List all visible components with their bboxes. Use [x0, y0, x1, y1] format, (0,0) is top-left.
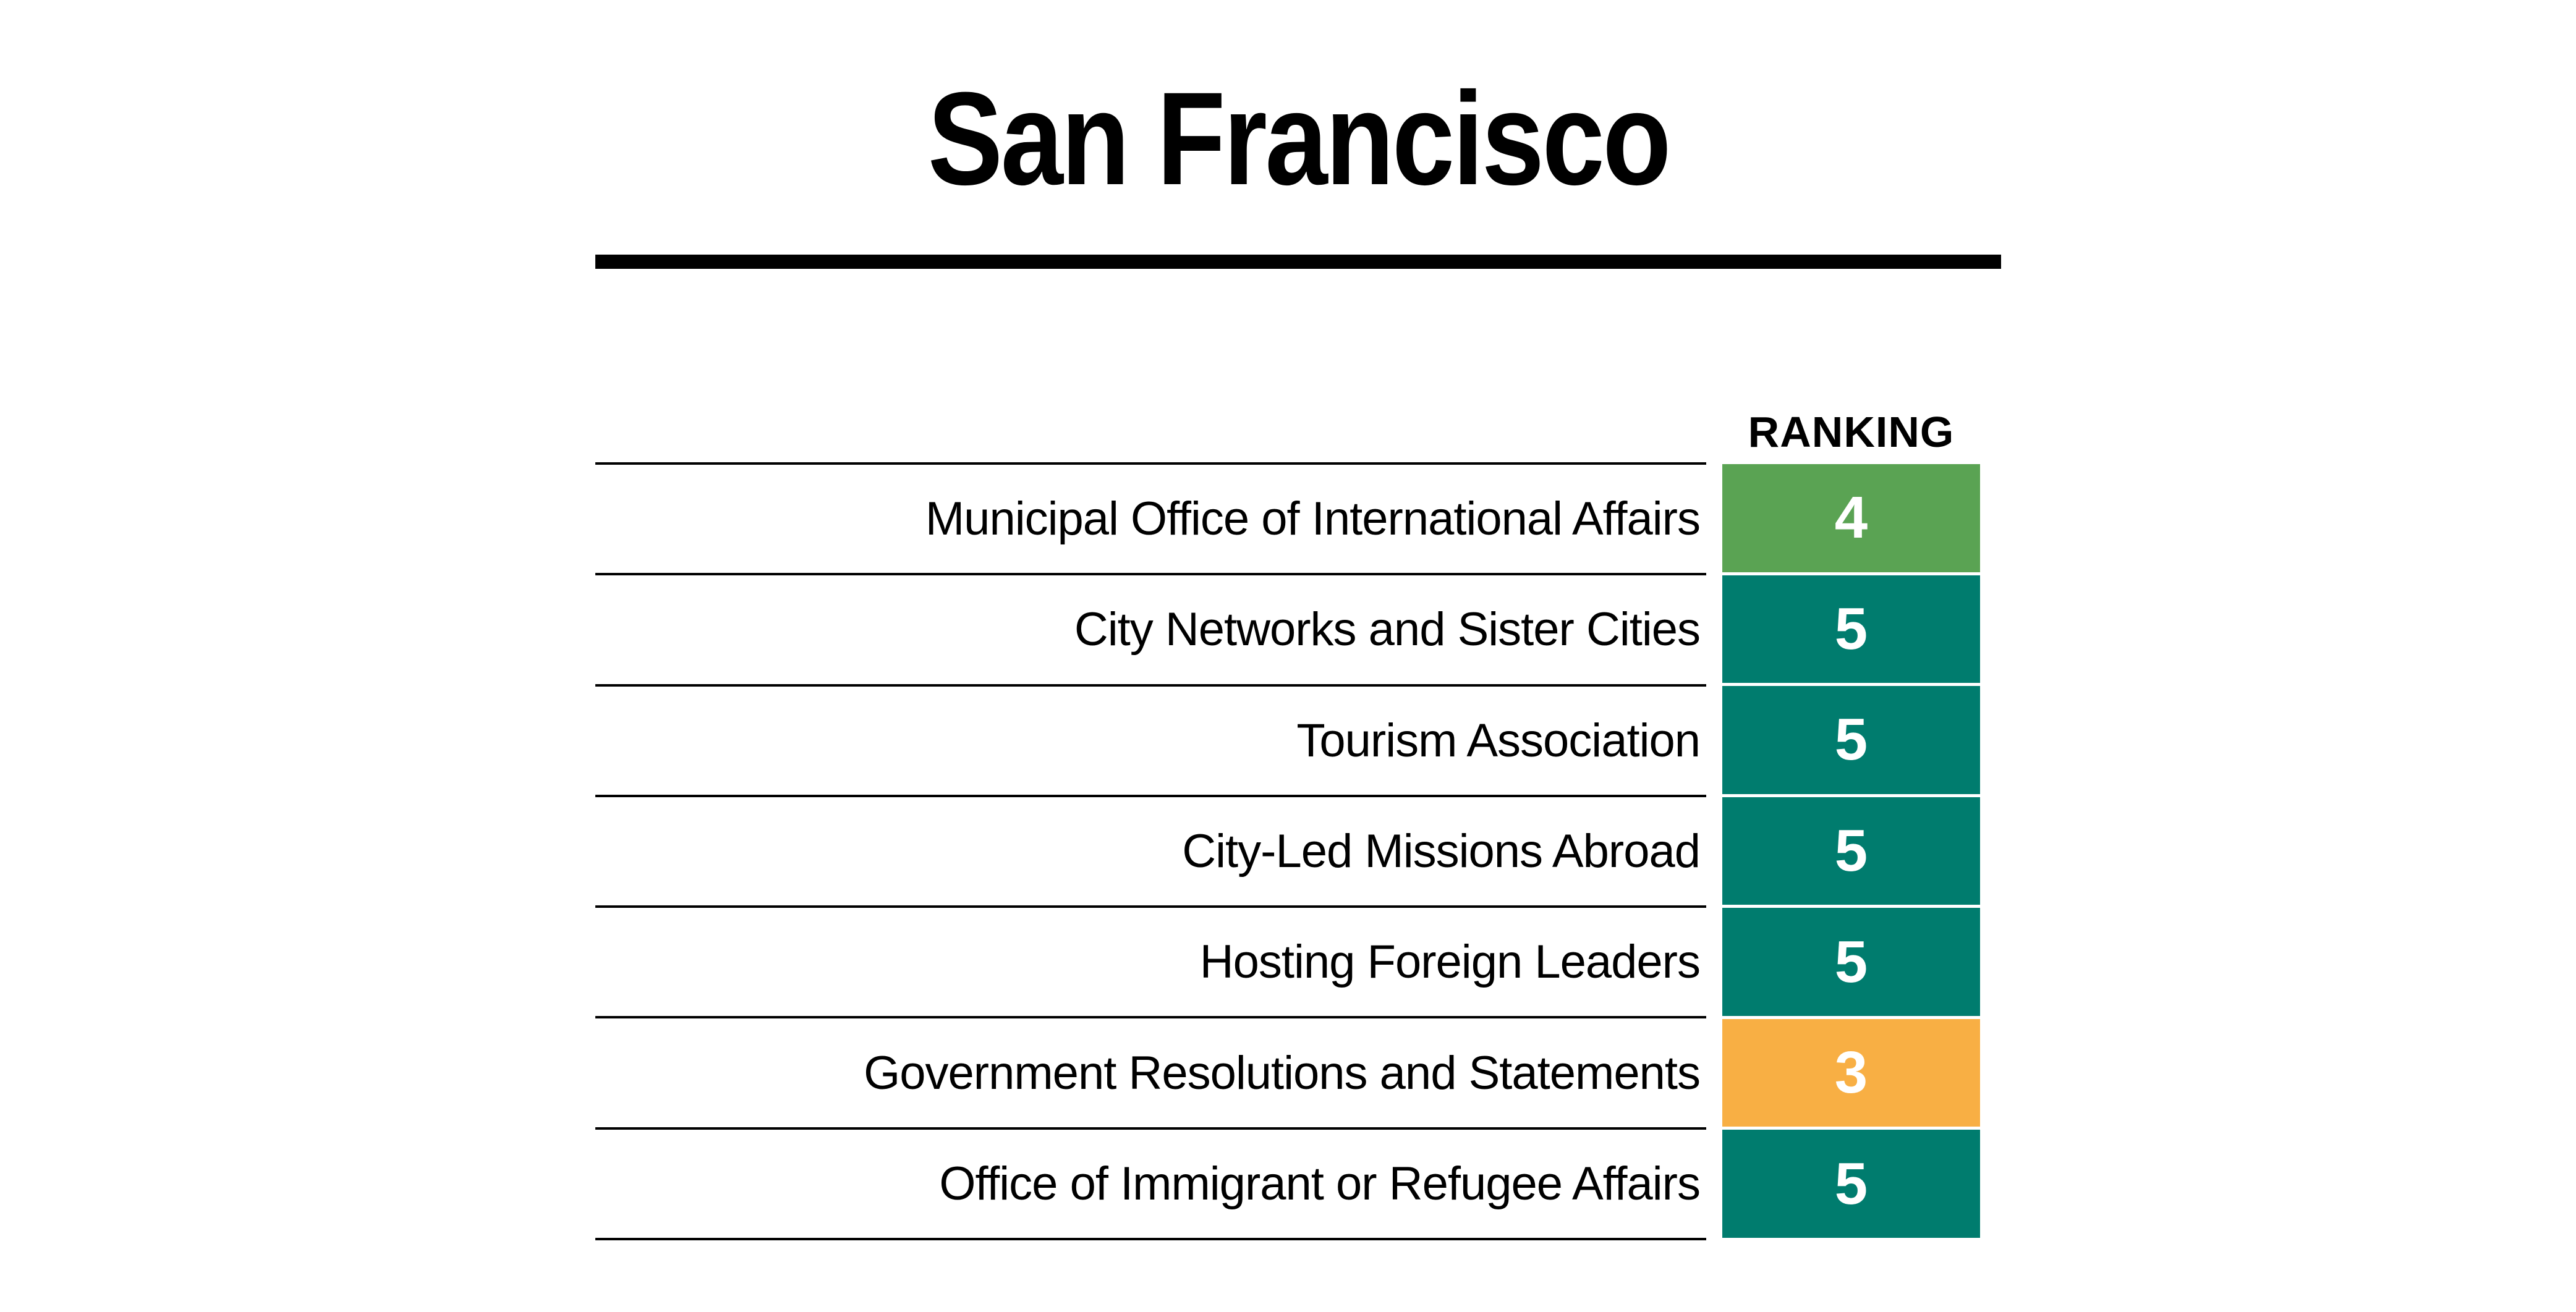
ranking-value: 3: [1834, 1039, 1868, 1106]
ranking-cell: 5: [1722, 1130, 1980, 1238]
ranking-value: 5: [1834, 706, 1868, 773]
table-row: Hosting Foreign Leaders: [595, 908, 1706, 1019]
table-row: Government Resolutions and Statements: [595, 1018, 1706, 1130]
table-row: Tourism Association: [595, 687, 1706, 797]
ranking-cell: 5: [1722, 797, 1980, 905]
ranking-cell: 5: [1722, 575, 1980, 684]
ranking-value: 5: [1834, 1150, 1868, 1217]
table-row: City-Led Missions Abroad: [595, 797, 1706, 908]
table-row: City Networks and Sister Cities: [595, 575, 1706, 687]
page-title: San Francisco: [927, 65, 1671, 213]
ranking-value: 5: [1834, 818, 1868, 884]
table-row: Municipal Office of International Affair…: [595, 465, 1706, 576]
category-label: Municipal Office of International Affair…: [925, 493, 1701, 546]
ranking-cell: 3: [1722, 1018, 1980, 1127]
category-label: Hosting Foreign Leaders: [1199, 936, 1701, 989]
category-label: City-Led Missions Abroad: [1182, 824, 1701, 878]
category-label: Government Resolutions and Statements: [864, 1046, 1701, 1099]
ranking-cell: 5: [1722, 686, 1980, 794]
category-label: Office of Immigrant or Refugee Affairs: [939, 1157, 1701, 1210]
title-divider-rule: [595, 255, 2001, 269]
ranking-cell: 4: [1722, 464, 1980, 572]
table-row: Office of Immigrant or Refugee Affairs: [595, 1130, 1706, 1240]
ranking-cell: 5: [1722, 908, 1980, 1016]
ranking-value: 4: [1834, 485, 1868, 551]
ranking-column: 4 5 5 5 5 3 5: [1722, 464, 1980, 1238]
ranking-value: 5: [1834, 595, 1868, 662]
category-label: Tourism Association: [1296, 714, 1701, 767]
title-wrap: San Francisco: [595, 73, 2001, 205]
category-table: Municipal Office of International Affair…: [595, 462, 1706, 1240]
ranking-column-header: RANKING: [1748, 408, 1955, 456]
ranking-value: 5: [1834, 928, 1868, 995]
category-label: City Networks and Sister Cities: [1074, 603, 1701, 656]
